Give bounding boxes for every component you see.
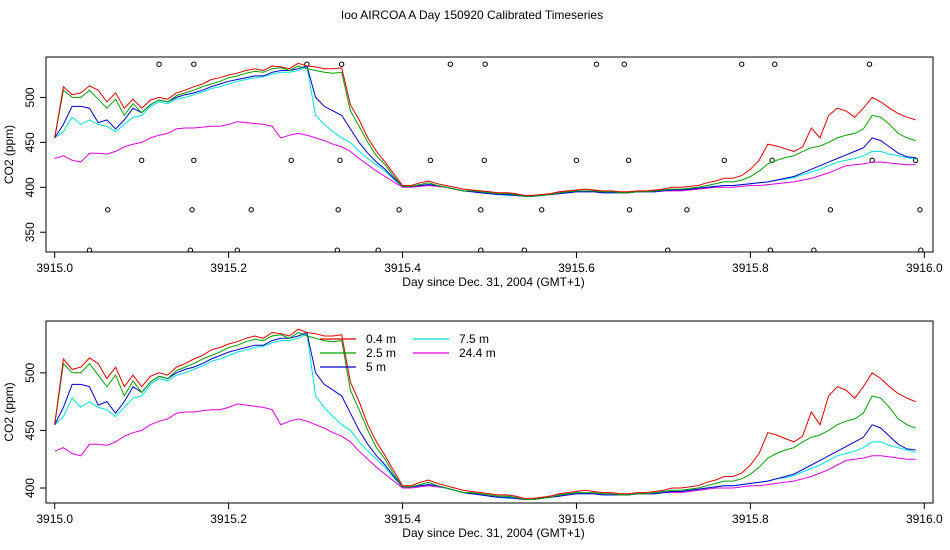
marker-point bbox=[86, 247, 93, 252]
series-line-5-m bbox=[54, 331, 916, 500]
series-line-24-4-m bbox=[54, 121, 916, 197]
marker-point bbox=[481, 157, 487, 164]
marker-point bbox=[478, 207, 484, 213]
marker-point bbox=[191, 61, 197, 67]
marker-point bbox=[288, 157, 294, 164]
marker-point bbox=[427, 157, 434, 164]
data-layer bbox=[54, 61, 924, 252]
chart-panel-2: 3915.0 3915.2 3915.4 3915.6 3915.8 3916.0 400 4… bbox=[2, 320, 943, 540]
x-tick-label: 3915.6 bbox=[558, 261, 595, 275]
x-tick-label: 3915.4 bbox=[384, 261, 421, 275]
marker-point bbox=[767, 247, 774, 252]
legend: 0.4 m2.5 m5 m 7.5 m24.4 m bbox=[320, 332, 496, 374]
x-tick-label: 3916.0 bbox=[906, 261, 943, 275]
y-tick-label: 450 bbox=[23, 420, 37, 440]
marker-point bbox=[189, 207, 195, 213]
marker-point bbox=[866, 61, 873, 67]
x-tick-label: 3915.2 bbox=[210, 512, 247, 526]
y-axis-title: CO2 (ppm) bbox=[2, 382, 16, 441]
marker-point bbox=[234, 247, 241, 252]
series-line-0-4-m bbox=[54, 62, 916, 196]
y-tick-label: 400 bbox=[23, 177, 37, 197]
x-axis-title: Day since Dec. 31, 2004 (GMT+1) bbox=[402, 275, 584, 289]
x-tick-label: 3915.2 bbox=[210, 261, 247, 275]
marker-point bbox=[156, 61, 162, 67]
chart-panels: 3915.0 3915.2 3915.4 3915.6 3915.8 3916.0 350 4… bbox=[2, 56, 943, 540]
marker-point bbox=[573, 157, 580, 164]
marker-point bbox=[338, 61, 345, 67]
marker-point bbox=[738, 61, 745, 67]
marker-point bbox=[334, 247, 341, 252]
x-tick-label: 3915.0 bbox=[36, 512, 73, 526]
y-tick-label: 350 bbox=[23, 222, 37, 242]
marker-point bbox=[772, 61, 778, 67]
marker-point bbox=[396, 207, 402, 213]
marker-point bbox=[721, 157, 727, 164]
marker-point bbox=[191, 157, 197, 164]
plot-frame bbox=[45, 56, 934, 253]
legend-label: 5 m bbox=[366, 360, 386, 374]
marker-point bbox=[665, 247, 671, 252]
marker-point bbox=[337, 157, 343, 164]
figure-title: Ioo AIRCOA A Day 150920 Calibrated Times… bbox=[341, 8, 603, 22]
x-tick-label: 3916.0 bbox=[906, 512, 943, 526]
marker-point bbox=[811, 247, 817, 252]
x-axis-title: Day since Dec. 31, 2004 (GMT+1) bbox=[402, 526, 584, 540]
series-line-5-m bbox=[54, 65, 916, 197]
legend-label: 24.4 m bbox=[459, 346, 496, 360]
marker-point bbox=[521, 247, 527, 252]
marker-point bbox=[335, 207, 341, 213]
marker-point bbox=[918, 247, 924, 252]
series-line-7-5-m bbox=[54, 66, 916, 197]
series-line-2-5-m bbox=[54, 331, 916, 500]
y-axis-title: CO2 (ppm) bbox=[2, 125, 16, 184]
x-tick-label: 3915.6 bbox=[558, 512, 595, 526]
marker-point bbox=[138, 157, 145, 164]
x-tick-label: 3915.8 bbox=[732, 512, 769, 526]
marker-point bbox=[625, 157, 632, 164]
marker-point bbox=[621, 61, 627, 67]
legend-label: 7.5 m bbox=[459, 332, 489, 346]
marker-point bbox=[827, 207, 834, 213]
data-layer bbox=[54, 328, 916, 500]
legend-label: 0.4 m bbox=[366, 332, 396, 346]
plot-frame bbox=[45, 320, 934, 504]
marker-point bbox=[538, 207, 545, 213]
legend-label: 2.5 m bbox=[366, 346, 396, 360]
marker-point bbox=[482, 61, 488, 67]
series-line-0-4-m bbox=[54, 328, 916, 499]
marker-point bbox=[593, 61, 600, 67]
marker-point bbox=[375, 247, 381, 252]
marker-point bbox=[447, 61, 454, 67]
x-tick-label: 3915.4 bbox=[384, 512, 421, 526]
chart-panel-1: 3915.0 3915.2 3915.4 3915.6 3915.8 3916.0 350 4… bbox=[2, 56, 943, 289]
y-tick-label: 500 bbox=[23, 87, 37, 107]
x-tick-label: 3915.0 bbox=[36, 261, 73, 275]
series-line-24-4-m bbox=[54, 403, 916, 500]
marker-point bbox=[917, 207, 923, 213]
y-tick-label: 400 bbox=[23, 478, 37, 498]
marker-point bbox=[187, 247, 194, 252]
marker-point bbox=[684, 207, 690, 213]
y-tick-label: 450 bbox=[23, 132, 37, 152]
marker-point bbox=[478, 247, 484, 252]
marker-point bbox=[248, 207, 254, 213]
marker-point bbox=[626, 207, 633, 213]
y-tick-label: 500 bbox=[23, 363, 37, 383]
marker-point bbox=[105, 207, 111, 213]
x-tick-label: 3915.8 bbox=[732, 261, 769, 275]
marker-point bbox=[912, 157, 919, 164]
series-line-2-5-m bbox=[54, 65, 916, 197]
